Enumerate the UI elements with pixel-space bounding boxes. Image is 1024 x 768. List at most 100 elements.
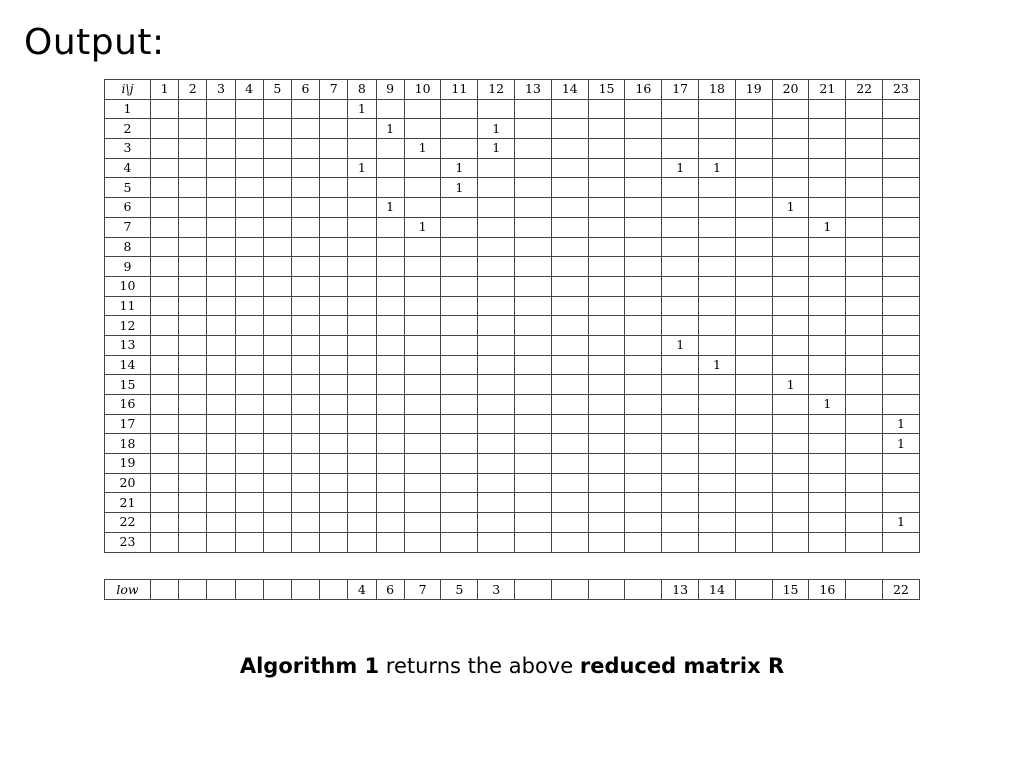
matrix-cell <box>347 512 377 533</box>
matrix-cell <box>734 512 773 533</box>
matrix-cell <box>319 216 349 238</box>
matrix-cell <box>440 334 479 356</box>
matrix-cell <box>808 138 847 159</box>
matrix-cell <box>319 98 349 120</box>
matrix-cell: 1 <box>403 138 442 159</box>
matrix-cell <box>477 374 516 395</box>
matrix-cell <box>206 354 236 376</box>
matrix-cell <box>290 394 321 415</box>
matrix-cell <box>403 354 442 376</box>
matrix-cell <box>624 374 663 395</box>
column-header: 10 <box>403 79 442 100</box>
low-cell: 15 <box>771 579 810 600</box>
matrix-cell <box>661 531 700 553</box>
column-header: 22 <box>845 79 884 100</box>
matrix-cell <box>514 354 552 376</box>
matrix-cell <box>808 98 847 120</box>
matrix-cell <box>514 216 552 238</box>
matrix-cell <box>347 197 377 218</box>
matrix-cell <box>550 295 589 317</box>
matrix-cell <box>403 236 442 258</box>
matrix-cell <box>624 98 663 120</box>
matrix-cell <box>514 157 552 179</box>
matrix-cell <box>347 453 377 474</box>
low-cell: 14 <box>698 579 736 600</box>
caption-middle: returns the above <box>379 654 580 678</box>
matrix-cell <box>477 334 516 356</box>
matrix-cell <box>347 177 377 199</box>
matrix-cell <box>347 138 377 159</box>
matrix-cell <box>624 394 663 415</box>
matrix-cell <box>178 354 208 376</box>
row-label: 16 <box>104 394 151 415</box>
matrix-cell <box>290 453 321 474</box>
matrix-cell <box>771 413 810 435</box>
matrix-cell <box>477 512 516 533</box>
matrix-cell <box>698 118 736 140</box>
matrix-cell <box>698 433 736 455</box>
table-row: 20 <box>104 472 920 494</box>
column-header: 12 <box>477 79 516 100</box>
matrix-cell <box>206 177 236 199</box>
matrix-cell <box>661 275 700 297</box>
table-row: 12 <box>104 315 920 336</box>
matrix-cell <box>319 433 349 455</box>
matrix-cell <box>698 177 736 199</box>
low-cell <box>514 579 552 600</box>
matrix-cell <box>375 394 405 415</box>
matrix-cell <box>477 197 516 218</box>
matrix-cell <box>290 433 321 455</box>
matrix-cell <box>808 118 847 140</box>
matrix-cell <box>698 531 736 553</box>
matrix-cell <box>206 197 236 218</box>
matrix-cell <box>698 374 736 395</box>
matrix-cell <box>290 315 321 336</box>
matrix-cell <box>882 315 920 336</box>
column-header: 6 <box>290 79 321 100</box>
matrix-cell <box>550 256 589 277</box>
matrix-cell <box>698 256 736 277</box>
matrix-cell <box>347 236 377 258</box>
matrix-cell <box>290 138 321 159</box>
matrix-cell <box>440 275 479 297</box>
matrix-cell <box>661 413 700 435</box>
matrix-cell <box>734 531 773 553</box>
matrix-cell <box>149 512 180 533</box>
matrix-cell <box>262 374 292 395</box>
matrix-cell <box>206 256 236 277</box>
matrix-cell <box>375 138 405 159</box>
matrix-cell <box>347 118 377 140</box>
matrix-cell <box>477 413 516 435</box>
matrix-cell <box>403 256 442 277</box>
low-cell <box>262 579 292 600</box>
matrix-cell <box>347 275 377 297</box>
matrix-cell <box>178 531 208 553</box>
matrix-cell <box>319 512 349 533</box>
matrix-cell <box>290 531 321 553</box>
matrix-cell <box>882 472 920 494</box>
matrix-cell <box>375 453 405 474</box>
low-cell <box>734 579 773 600</box>
matrix-cell <box>734 433 773 455</box>
matrix-cell <box>319 334 349 356</box>
matrix-cell <box>178 118 208 140</box>
row-label: 2 <box>104 118 151 140</box>
matrix-cell <box>587 157 626 179</box>
matrix-cell <box>771 354 810 376</box>
column-header: 17 <box>661 79 700 100</box>
caption-algorithm: Algorithm 1 <box>239 654 380 678</box>
matrix-cell <box>178 275 208 297</box>
matrix-cell <box>319 394 349 415</box>
matrix-cell <box>624 197 663 218</box>
matrix-cell: 1 <box>698 354 736 376</box>
matrix-cell <box>178 256 208 277</box>
column-header: 16 <box>624 79 663 100</box>
matrix-cell <box>698 295 736 317</box>
matrix-cell <box>440 492 479 514</box>
matrix-cell <box>624 472 663 494</box>
matrix-cell <box>234 334 264 356</box>
matrix-cell <box>149 394 180 415</box>
matrix-cell: 1 <box>440 157 479 179</box>
matrix-cell <box>206 512 236 533</box>
matrix-cell <box>290 177 321 199</box>
